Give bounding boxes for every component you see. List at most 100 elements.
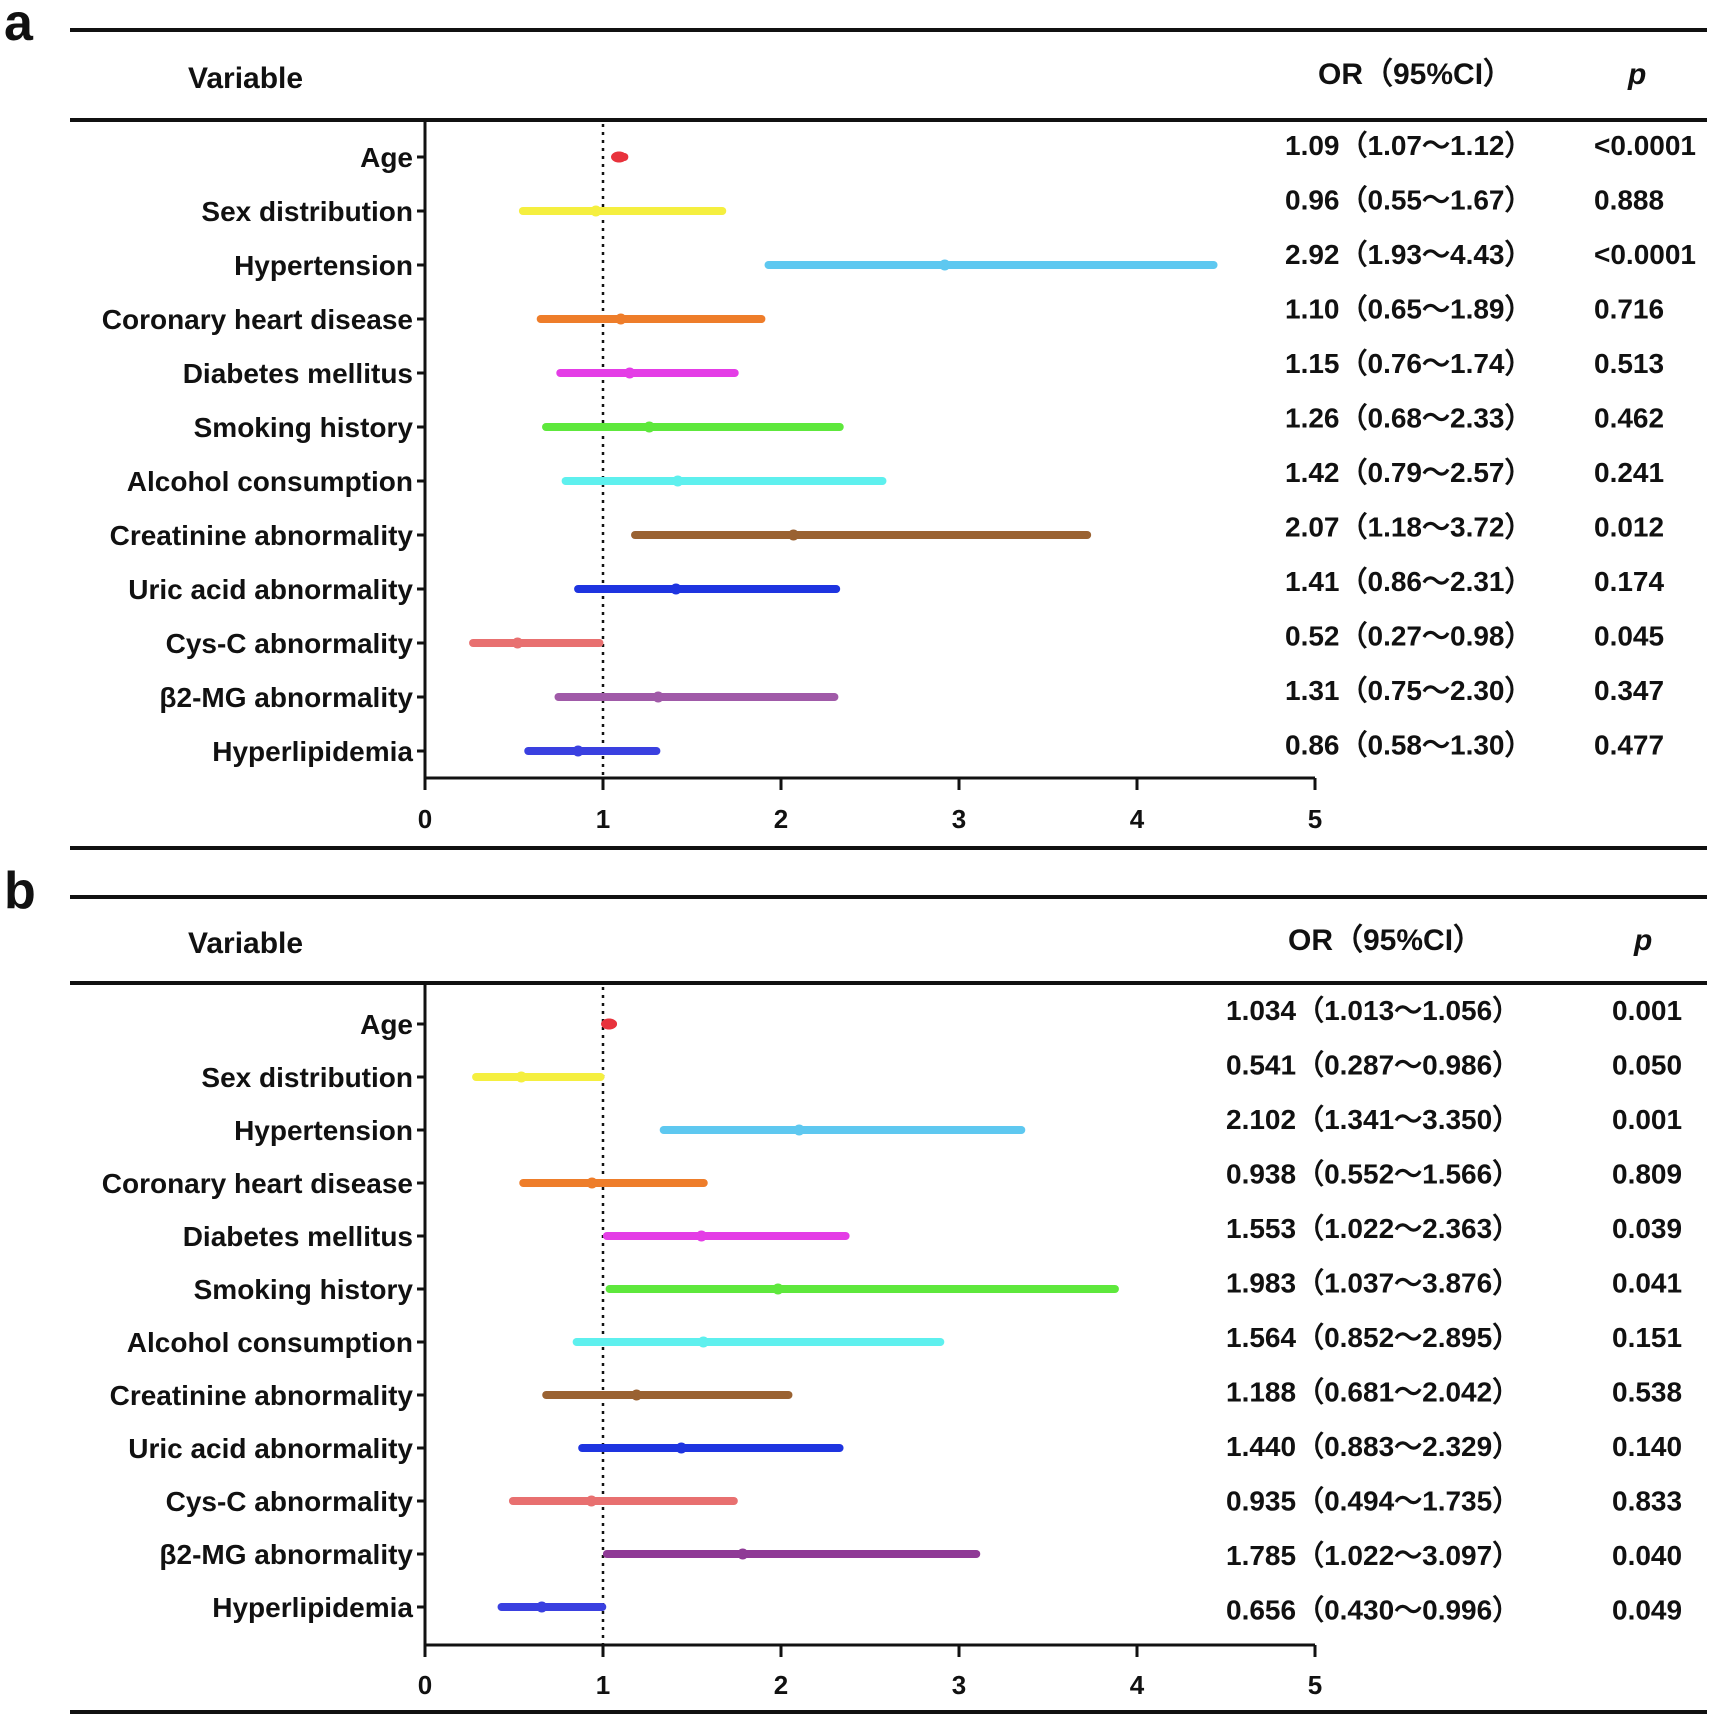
pa-or-ci-text: 1.15（0.76～1.74） <box>1285 347 1533 379</box>
pb-p-value-text: 0.538 <box>1612 1377 1682 1408</box>
pa-or-ci-text: 1.09（1.07～1.12） <box>1285 129 1533 161</box>
pa-or-ci-text: 2.07（1.18～3.72） <box>1285 511 1533 543</box>
pb-row-label: Hyperlipidemia <box>212 1592 413 1623</box>
plot-area-a: 0 1 2 3 4 5 Age 1.09（1.07～1.12） <0.0001 Sex distr… <box>102 122 1696 834</box>
pa-row-label: Age <box>360 142 413 173</box>
pb-or-ci-text: 1.034（1.013～1.056） <box>1226 994 1520 1026</box>
pa-p-value-text: 0.045 <box>1594 621 1664 652</box>
pb-p-value-text: 0.833 <box>1612 1486 1682 1517</box>
pb-row-label: Sex distribution <box>201 1062 413 1093</box>
pa-x-tick-label: 3 <box>952 804 966 834</box>
pa-row-label: Diabetes mellitus <box>183 358 413 389</box>
header-or-b: OR（95%CI） <box>1288 923 1483 957</box>
pb-point-estimate <box>586 1177 598 1189</box>
pb-row-label: Hypertension <box>234 1115 413 1146</box>
pa-row-label: Hypertension <box>234 250 413 281</box>
pb-x-tick-label: 3 <box>952 1670 966 1700</box>
panel-letter-a: a <box>4 0 34 52</box>
panel-letter-b: b <box>4 862 36 920</box>
header-p-a: p <box>1627 58 1646 91</box>
pb-row-label: Cys-C abnormality <box>166 1486 414 1517</box>
pa-row-label: Creatinine abnormality <box>110 520 414 551</box>
pa-row-label: β2-MG abnormality <box>159 682 413 713</box>
pb-point-estimate <box>737 1548 749 1560</box>
pb-row-label: Smoking history <box>194 1274 414 1305</box>
header-or-a: OR（95%CI） <box>1318 57 1513 91</box>
pb-point-estimate <box>697 1336 709 1348</box>
pb-p-value-text: 0.001 <box>1612 1104 1682 1135</box>
pa-point-estimate <box>572 745 584 757</box>
pb-point-estimate <box>536 1601 548 1613</box>
pb-p-value-text: 0.041 <box>1612 1268 1682 1299</box>
pb-p-value-text: 0.050 <box>1612 1050 1682 1081</box>
pa-p-value-text: 0.477 <box>1594 730 1664 761</box>
pa-row-label: Cys-C abnormality <box>166 628 414 659</box>
pb-or-ci-text: 1.440（0.883～2.329） <box>1226 1430 1520 1462</box>
pa-point-estimate <box>512 637 524 649</box>
pa-x-tick-label: 2 <box>774 804 788 834</box>
pa-point-estimate <box>939 259 951 271</box>
pb-point-estimate <box>675 1442 687 1454</box>
pb-x-tick-label: 2 <box>774 1670 788 1700</box>
pa-p-value-text: 0.716 <box>1594 294 1664 325</box>
plot-area-b: 0 1 2 3 4 5 Age 1.034（1.013～1.056） 0.001 Sex dist… <box>102 985 1682 1700</box>
pb-or-ci-text: 1.983（1.037～3.876） <box>1226 1267 1520 1299</box>
pb-p-value-text: 0.151 <box>1612 1322 1682 1353</box>
pb-or-ci-text: 2.102（1.341～3.350） <box>1226 1103 1520 1135</box>
pb-row-label: Coronary heart disease <box>102 1168 413 1199</box>
pb-or-ci-text: 1.188（0.681～2.042） <box>1226 1376 1520 1408</box>
pb-or-ci-text: 1.785（1.022～3.097） <box>1226 1539 1520 1571</box>
pb-p-value-text: 0.140 <box>1612 1431 1682 1462</box>
pb-or-ci-text: 1.564（0.852～2.895） <box>1226 1321 1520 1353</box>
pb-p-value-text: 0.809 <box>1612 1159 1682 1190</box>
pb-point-estimate <box>695 1230 707 1242</box>
pa-p-value-text: 0.012 <box>1594 512 1664 543</box>
pb-or-ci-text: 1.553（1.022～2.363） <box>1226 1212 1520 1244</box>
pb-point-estimate <box>793 1124 805 1136</box>
pa-p-value-text: 0.241 <box>1594 457 1664 488</box>
pb-or-ci-text: 0.938（0.552～1.566） <box>1226 1158 1520 1190</box>
pa-point-estimate <box>624 367 636 379</box>
pb-p-value-text: 0.039 <box>1612 1213 1682 1244</box>
pa-or-ci-text: 0.96（0.55～1.67） <box>1285 184 1533 216</box>
pa-point-estimate <box>787 529 799 541</box>
pa-p-value-text: 0.888 <box>1594 185 1664 216</box>
pb-point-estimate <box>772 1283 784 1295</box>
pb-row-label: Alcohol consumption <box>127 1327 413 1358</box>
panel-b: b Variable OR（95%CI） p 0 1 2 3 4 5 Age 1.034（1.… <box>4 862 1707 1714</box>
pa-or-ci-text: 1.31（0.75～2.30） <box>1285 674 1533 706</box>
header-variable-a: Variable <box>188 62 303 95</box>
pa-or-ci-text: 1.26（0.68～2.33） <box>1285 402 1533 434</box>
pb-x-tick-label: 0 <box>418 1670 432 1700</box>
pa-or-ci-text: 1.42（0.79～2.57） <box>1285 456 1533 488</box>
pb-or-ci-text: 0.541（0.287～0.986） <box>1226 1049 1520 1081</box>
pa-row-label: Smoking history <box>194 412 414 443</box>
pb-point-estimate <box>515 1071 527 1083</box>
pa-p-value-text: 0.174 <box>1594 566 1664 597</box>
pb-row-label: β2-MG abnormality <box>159 1539 413 1570</box>
pa-point-estimate <box>590 205 602 217</box>
pa-x-tick-label: 5 <box>1308 804 1322 834</box>
pb-row-label: Diabetes mellitus <box>183 1221 413 1252</box>
pa-p-value-text: 0.513 <box>1594 348 1664 379</box>
pa-point-estimate <box>652 691 664 703</box>
pb-point-estimate <box>630 1389 642 1401</box>
pa-or-ci-text: 0.86（0.58～1.30） <box>1285 729 1533 761</box>
pa-p-value-text: 0.347 <box>1594 675 1664 706</box>
pa-point-estimate <box>670 583 682 595</box>
pa-point-estimate-marker <box>611 151 628 163</box>
pa-p-value-text: 0.462 <box>1594 403 1664 434</box>
panel-a: a Variable OR（95%CI） p 0 1 2 3 4 5 Age 1.09（1.0… <box>4 0 1707 850</box>
pb-row-label: Age <box>360 1009 413 1040</box>
pa-row-label: Sex distribution <box>201 196 413 227</box>
pb-point-estimate-marker <box>601 1018 618 1030</box>
header-p-b: p <box>1633 924 1652 957</box>
pb-p-value-text: 0.040 <box>1612 1540 1682 1571</box>
pa-or-ci-text: 1.41（0.86～2.31） <box>1285 565 1533 597</box>
pa-row-label: Coronary heart disease <box>102 304 413 335</box>
pb-or-ci-text: 0.656（0.430～0.996） <box>1226 1594 1520 1626</box>
pa-or-ci-text: 0.52（0.27～0.98） <box>1285 620 1533 652</box>
pa-row-label: Hyperlipidemia <box>212 736 413 767</box>
pb-x-tick-label: 4 <box>1130 1670 1145 1700</box>
